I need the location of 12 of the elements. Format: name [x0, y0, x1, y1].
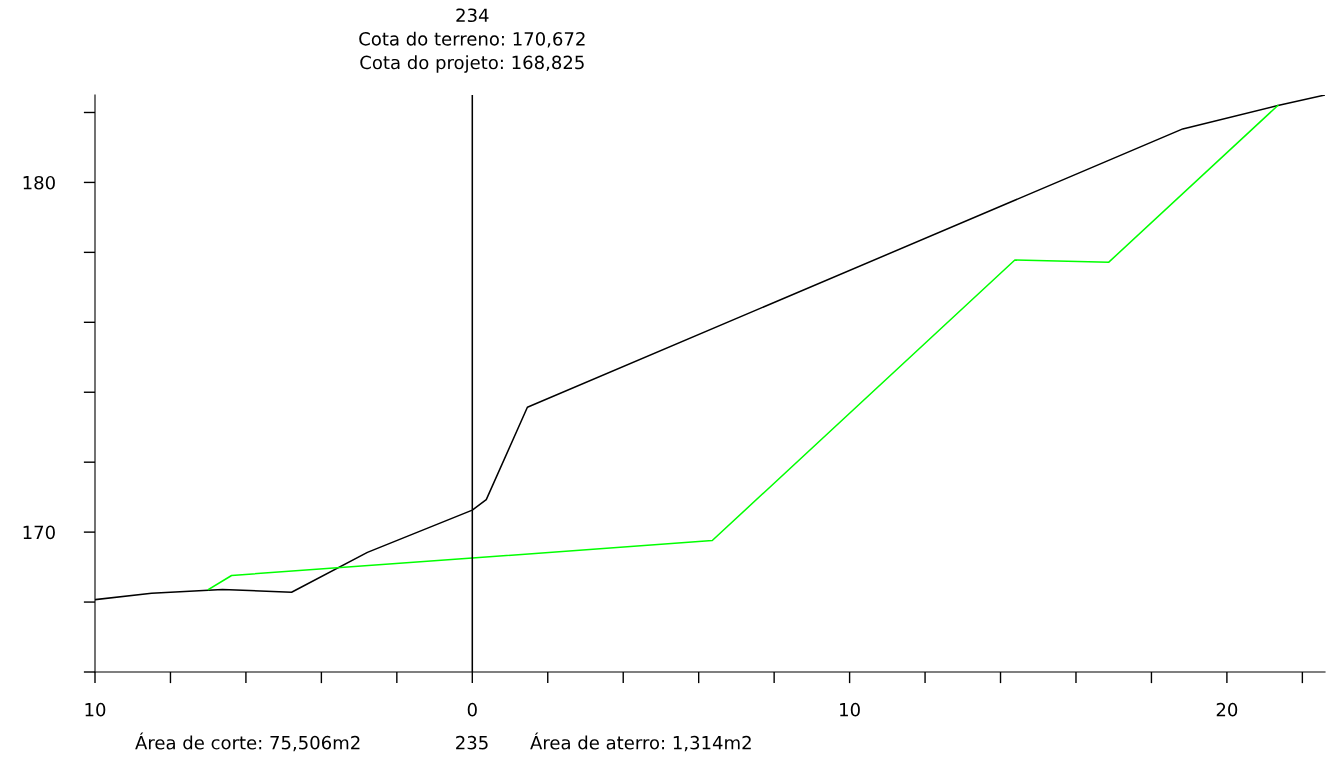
text: Cota do terreno: 170,672: [359, 31, 585, 48]
text: Área de corte: 75,506m2: [135, 732, 360, 752]
x-tick-label: 10: [840, 702, 860, 717]
y-tick-label: 180: [23, 175, 55, 190]
x-tick-label: 20: [1216, 702, 1238, 717]
x-tick-label: 0: [467, 702, 477, 717]
text: 235: [456, 735, 488, 750]
text: 234: [456, 8, 489, 23]
text: Área de aterro: 1,314m2: [530, 732, 751, 752]
text: Cota do projeto: 168,825: [360, 55, 584, 73]
y-tick-label: 170: [23, 525, 55, 540]
x-tick-label: 10: [85, 702, 106, 717]
